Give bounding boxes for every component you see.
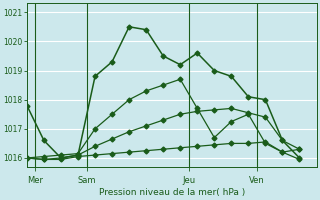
X-axis label: Pression niveau de la mer( hPa ): Pression niveau de la mer( hPa )	[99, 188, 245, 197]
